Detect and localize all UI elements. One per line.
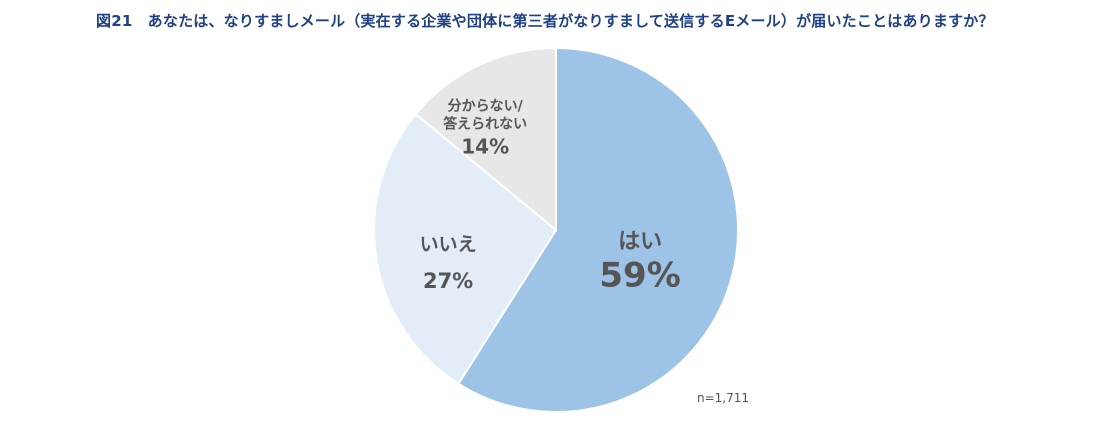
sample-size-note: n=1,711 (697, 391, 750, 405)
slice-label: 分からない/ (448, 99, 524, 115)
slice-label: はい (618, 230, 662, 255)
slice-value-label: 14% (461, 135, 509, 159)
slice-label: いいえ (420, 234, 477, 256)
slice-value-label: 59% (599, 256, 680, 296)
chart-title: 図21 あなたは、なりすましメール（実在する企業や団体に第三者がなりすまして送信… (96, 12, 994, 30)
pie-slices (373, 46, 739, 413)
pie-slice (373, 112, 558, 386)
slice-value-label: 27% (423, 269, 473, 293)
pie-slice (457, 46, 739, 413)
slice-label: 答えられない (443, 116, 527, 133)
pie-slice (414, 46, 557, 233)
